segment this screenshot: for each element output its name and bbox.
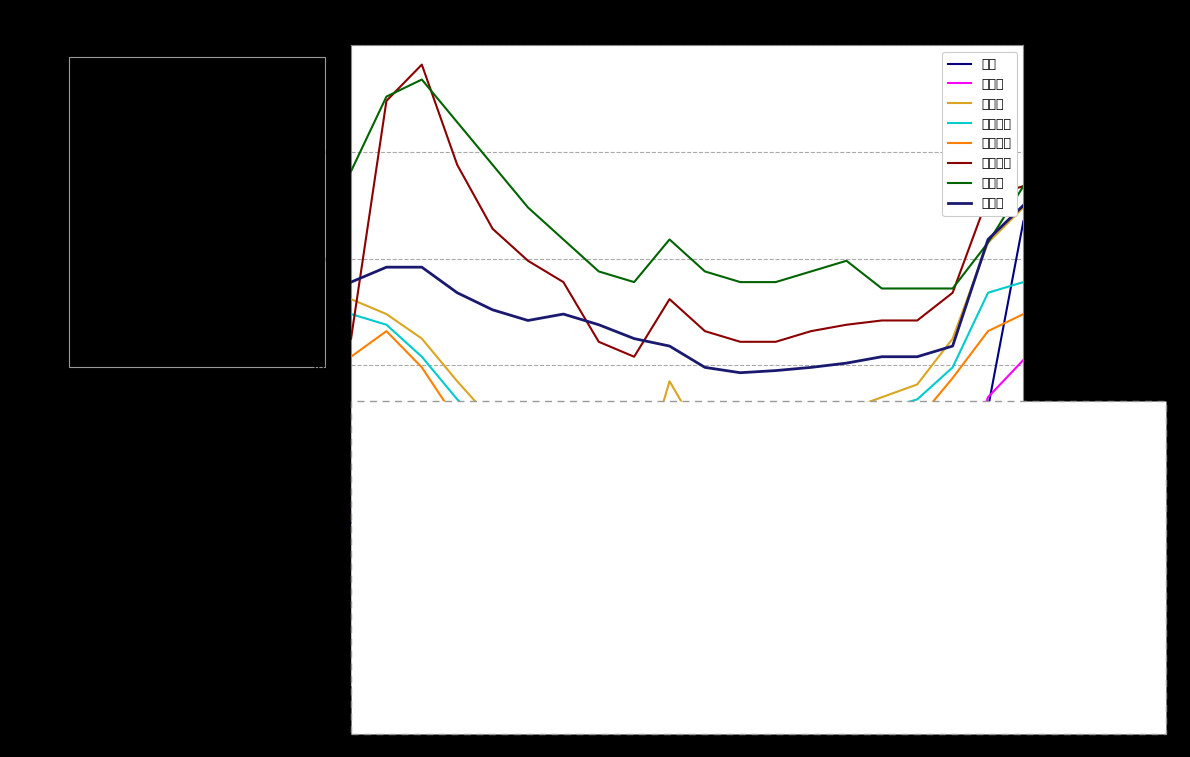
FancyBboxPatch shape xyxy=(351,401,1166,734)
Text: 鞍钢新轧: 鞍钢新轧 xyxy=(133,215,169,230)
Text: 宝钢股份: 宝钢股份 xyxy=(133,119,169,134)
Legend: 普线, 螺纹钢, 中厚板, 热轧薄板, 热轧卷板, 冷轧薄板, 镀锌板, 无缝管: 普线, 螺纹钢, 中厚板, 热轧薄板, 热轧卷板, 冷轧薄板, 镀锌板, 无缝管 xyxy=(942,51,1017,217)
Text: 武钢股份: 武钢股份 xyxy=(133,167,169,182)
Text: 代表公司：: 代表公司： xyxy=(95,82,145,100)
Text: 济南钢铁: 济南钢铁 xyxy=(133,263,169,278)
Text: 太钢不锈: 太钢不锈 xyxy=(133,311,169,326)
